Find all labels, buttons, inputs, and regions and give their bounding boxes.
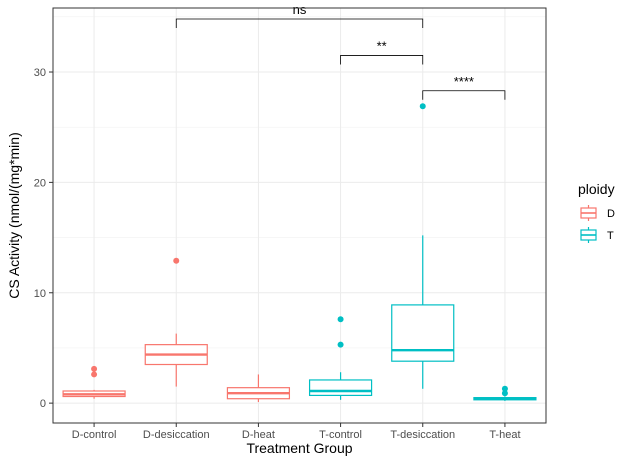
box-D-desiccation xyxy=(144,257,208,387)
outlier-point xyxy=(91,365,98,372)
comparison-bracket: ** xyxy=(340,38,424,65)
outlier-point xyxy=(501,390,508,397)
bracket-line xyxy=(422,90,506,100)
x-tick-label: D-heat xyxy=(242,429,275,441)
box-D-heat xyxy=(226,374,291,403)
legend-title: ploidy xyxy=(578,181,615,197)
box-T-control xyxy=(308,316,373,400)
legend: ploidy DT xyxy=(578,181,615,243)
y-tick-label: 0 xyxy=(40,398,46,410)
legend-label: T xyxy=(607,230,614,242)
outlier-point xyxy=(337,316,344,323)
legend-item-T: T xyxy=(580,226,614,243)
x-tick-label: D-desiccation xyxy=(143,429,210,441)
y-tick-label: 30 xyxy=(34,67,46,79)
x-axis: D-control D-desiccation D-heat T-control T-d… xyxy=(72,423,521,441)
bracket-line xyxy=(340,55,424,65)
y-axis-title: CS Activity (nmol/(mg*min) xyxy=(6,132,22,298)
outlier-point xyxy=(91,371,98,378)
x-axis-title: Treatment Group xyxy=(246,440,352,456)
box-T-desiccation xyxy=(391,103,455,389)
x-tick-label: T-control xyxy=(319,429,362,441)
significance-brackets: ns****** xyxy=(175,2,506,100)
bracket-line xyxy=(175,18,424,29)
outlier-point xyxy=(173,257,180,264)
comparison-bracket: ns xyxy=(175,2,424,29)
box-T-heat xyxy=(473,385,537,401)
y-tick-label: 20 xyxy=(34,177,46,189)
box-iqr xyxy=(308,379,373,397)
x-tick-label: T-desiccation xyxy=(390,429,455,441)
y-tick-label: 10 xyxy=(34,288,46,300)
significance-label: **** xyxy=(454,74,474,89)
x-tick-label: D-control xyxy=(72,429,117,441)
legend-label: D xyxy=(607,208,615,220)
legend-item-D: D xyxy=(580,204,615,221)
outlier-point xyxy=(337,341,344,348)
panel-border xyxy=(52,7,547,424)
x-tick-label: T-heat xyxy=(489,429,520,441)
outlier-point xyxy=(419,103,426,110)
box-iqr xyxy=(391,304,455,362)
box-D-control xyxy=(62,365,126,399)
box-series xyxy=(62,103,537,403)
significance-label: ** xyxy=(377,38,387,53)
y-axis: 0 10 20 30 xyxy=(34,67,53,410)
comparison-bracket: **** xyxy=(422,74,506,100)
outlier-point xyxy=(501,385,508,392)
significance-label: ns xyxy=(293,2,307,17)
